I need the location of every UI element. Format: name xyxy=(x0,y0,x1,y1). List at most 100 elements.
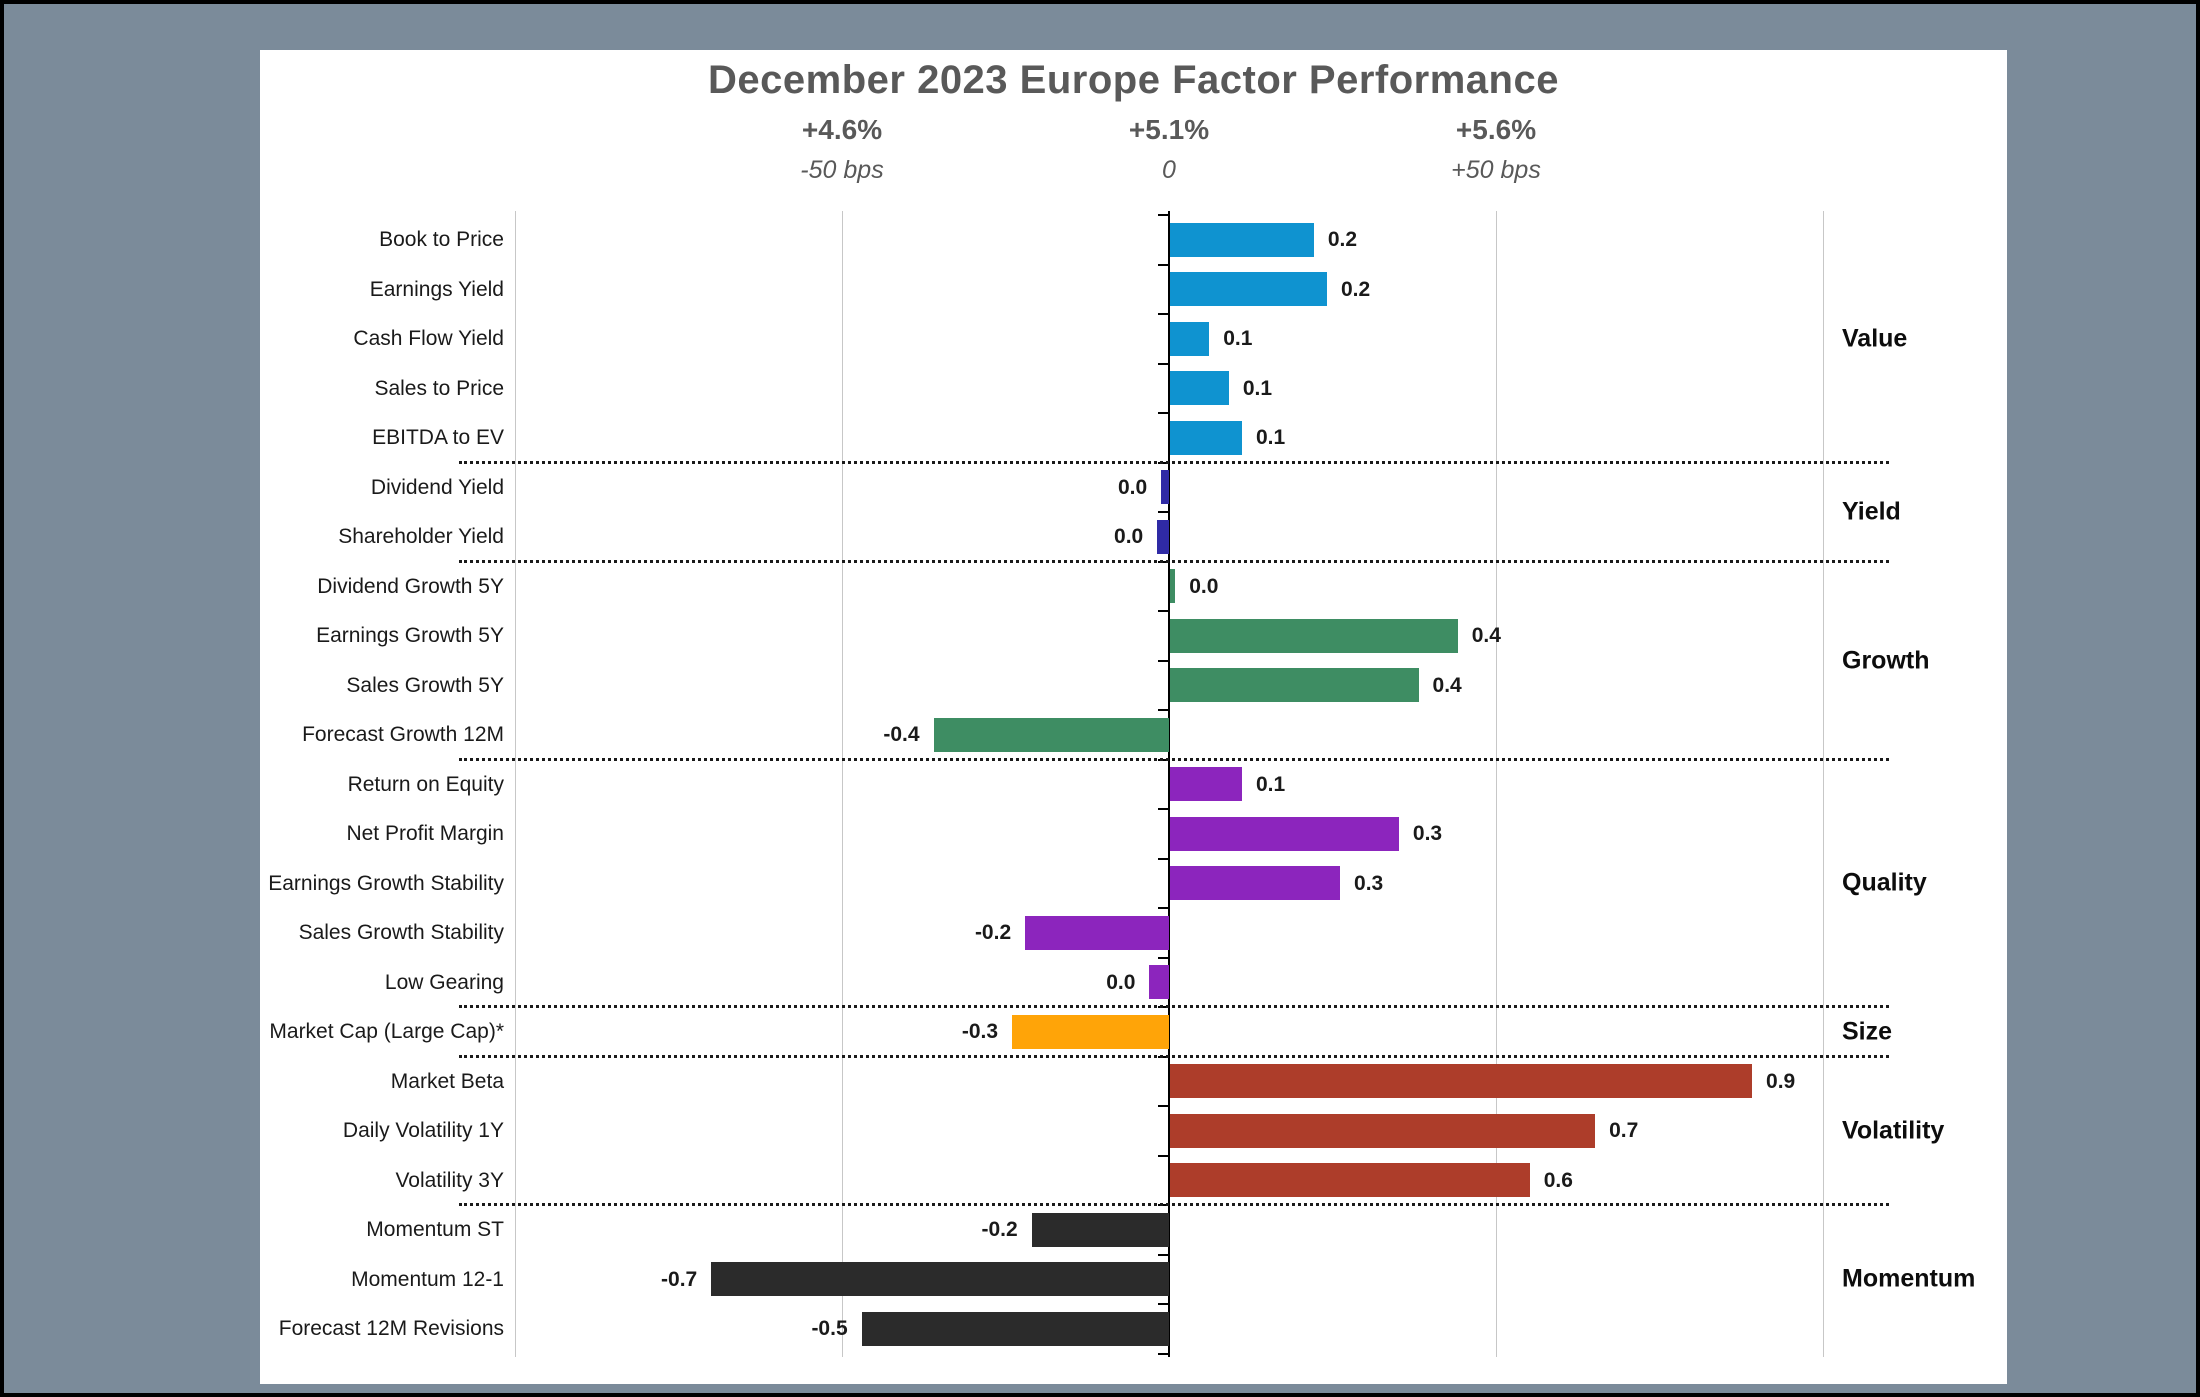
value-label: 0.4 xyxy=(1432,673,1462,697)
value-label: 0.2 xyxy=(1327,228,1358,251)
category-label: Low Gearing xyxy=(384,970,504,994)
category-label: Momentum ST xyxy=(366,1218,504,1241)
value-label: -0.3 xyxy=(961,1020,999,1043)
axis-gridline xyxy=(1823,211,1824,1357)
group-separator-line xyxy=(459,1054,1889,1058)
category-label: Earnings Growth 5Y xyxy=(316,624,504,647)
factor-bar xyxy=(1031,1212,1169,1247)
value-label: 0.7 xyxy=(1609,1119,1639,1142)
axis-gridline xyxy=(1496,211,1497,1357)
value-label: 0.1 xyxy=(1242,376,1273,400)
group-label: Growth xyxy=(1842,646,1930,674)
category-label: Forecast 12M Revisions xyxy=(278,1317,504,1340)
group-separator-line xyxy=(459,460,1889,464)
axis-percent-label: +5.1% xyxy=(1128,114,1210,145)
factor-bar xyxy=(1161,470,1169,505)
factor-bar xyxy=(1170,1113,1596,1148)
value-label: 0.6 xyxy=(1543,1168,1573,1192)
value-label: -0.2 xyxy=(981,1218,1018,1241)
value-label: 0.1 xyxy=(1255,772,1286,796)
group-label: Value xyxy=(1842,324,1908,353)
factor-bar xyxy=(1170,866,1341,901)
value-label: -0.2 xyxy=(974,921,1012,944)
axis-tick xyxy=(1158,907,1169,909)
category-label: Earnings Yield xyxy=(369,277,504,301)
axis-gridline xyxy=(515,211,516,1357)
axis-tick xyxy=(1158,1253,1169,1256)
value-label: -0.4 xyxy=(883,723,920,746)
group-separator-line xyxy=(459,757,1889,761)
value-label: 0.0 xyxy=(1114,525,1144,548)
category-label: Volatility 3Y xyxy=(395,1168,504,1192)
axis-tick xyxy=(1158,709,1169,711)
factor-bar xyxy=(1170,569,1176,604)
category-label: Market Beta xyxy=(390,1069,504,1093)
value-label: 0.3 xyxy=(1354,871,1384,895)
category-label: Daily Volatility 1Y xyxy=(342,1119,504,1142)
value-label: -0.5 xyxy=(811,1317,848,1340)
factor-bar xyxy=(1170,222,1314,257)
factor-bar xyxy=(1170,767,1242,802)
category-label: Return on Equity xyxy=(347,772,504,796)
category-label: Dividend Yield xyxy=(370,475,504,499)
category-label: Market Cap (Large Cap)* xyxy=(269,1020,504,1043)
factor-bar xyxy=(1170,816,1399,851)
value-label: 0.9 xyxy=(1766,1069,1796,1093)
factor-bar xyxy=(1170,371,1229,406)
chart-canvas: December 2023 Europe Factor Performance … xyxy=(260,50,2007,1384)
category-label: Shareholder Yield xyxy=(338,525,504,548)
factor-bar xyxy=(1170,1163,1530,1198)
factor-bar xyxy=(1170,668,1419,703)
value-label: 0.1 xyxy=(1223,327,1253,350)
category-label: EBITDA to EV xyxy=(372,426,504,449)
category-label: Book to Price xyxy=(379,228,504,251)
chart-title: December 2023 Europe Factor Performance xyxy=(708,58,1559,102)
factor-bar xyxy=(1149,965,1169,1000)
factor-bar xyxy=(1170,420,1242,455)
factor-bar xyxy=(1170,618,1458,653)
axis-tick xyxy=(1158,412,1169,414)
factor-bar xyxy=(1025,915,1169,950)
category-label: Dividend Growth 5Y xyxy=(317,574,504,598)
axis-tick xyxy=(1158,263,1169,266)
axis-gridline xyxy=(842,211,843,1357)
factor-bar xyxy=(711,1262,1169,1297)
value-label: -0.7 xyxy=(661,1267,698,1291)
group-separator-line xyxy=(459,559,1889,563)
factor-bar xyxy=(1170,272,1327,307)
axis-tick xyxy=(1158,1105,1169,1107)
axis-tick xyxy=(1158,1303,1169,1305)
axis-bps-label: +50 bps xyxy=(1451,156,1541,184)
value-label: 0.0 xyxy=(1106,970,1136,994)
axis-tick xyxy=(1158,1352,1169,1355)
group-separator-line xyxy=(459,1005,1889,1008)
factor-bar xyxy=(1170,1064,1753,1099)
axis-percent-label: +4.6% xyxy=(801,114,883,145)
category-label: Sales to Price xyxy=(374,376,504,400)
value-label: 0.2 xyxy=(1340,277,1371,301)
category-label: Net Profit Margin xyxy=(346,822,504,845)
category-label: Sales Growth Stability xyxy=(298,921,504,944)
factor-bar xyxy=(1012,1014,1169,1049)
zero-axis-line xyxy=(1168,211,1170,1357)
value-label: 0.1 xyxy=(1255,426,1286,449)
axis-bps-label: 0 xyxy=(1162,156,1176,184)
group-label: Yield xyxy=(1842,497,1901,526)
category-label: Forecast Growth 12M xyxy=(302,723,504,746)
factor-bar xyxy=(1157,519,1169,554)
axis-bps-label: -50 bps xyxy=(800,156,884,184)
category-label: Earnings Growth Stability xyxy=(268,871,504,895)
factor-bar xyxy=(861,1311,1169,1346)
value-label: 0.3 xyxy=(1412,822,1443,845)
factor-bar xyxy=(933,717,1169,752)
axis-tick xyxy=(1158,659,1169,662)
factor-bar xyxy=(1170,321,1210,356)
axis-tick xyxy=(1158,1154,1169,1157)
axis-tick xyxy=(1158,610,1169,612)
value-label: 0.0 xyxy=(1189,574,1219,598)
axis-tick xyxy=(1158,511,1169,513)
value-label: 0.4 xyxy=(1471,624,1501,647)
group-label: Volatility xyxy=(1842,1116,1945,1145)
axis-tick xyxy=(1158,362,1169,365)
